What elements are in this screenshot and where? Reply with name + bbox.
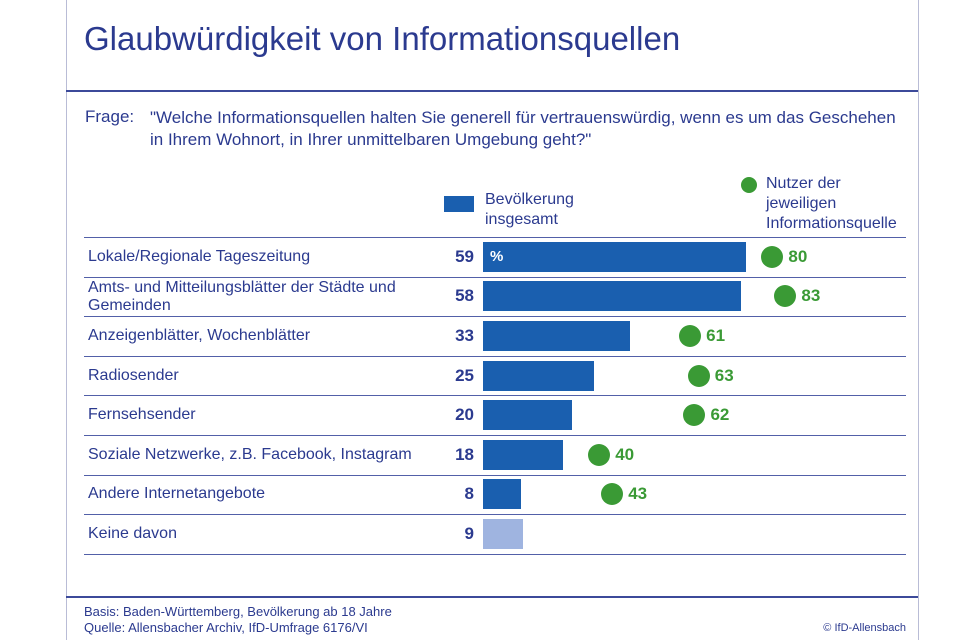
row-separator (84, 474, 906, 476)
percent-sign-label: % (490, 247, 504, 265)
total-bar (483, 479, 521, 510)
category-label: Amts- und Mitteilungsblätter der Städte … (88, 279, 396, 315)
category-label: Lokale/Regionale Tageszeitung (88, 247, 311, 265)
total-bar (483, 519, 524, 549)
row-separator (84, 553, 906, 555)
row-separator (84, 276, 906, 278)
category-label: Anzeigenblätter, Wochenblätter (88, 327, 311, 344)
users-dot (683, 404, 706, 427)
users-dot (601, 483, 624, 506)
footer-source: Quelle: Allensbacher Archiv, IfD-Umfrage… (84, 620, 368, 635)
row-separator (84, 514, 906, 516)
total-bar (483, 439, 564, 470)
legend-label-users: Nutzer der jeweiligen Informationsquelle (766, 175, 897, 232)
category-label: Radiosender (88, 366, 179, 384)
title-divider (66, 90, 918, 92)
category-label: Keine davon (88, 525, 177, 542)
category-label: Soziale Netzwerke, z.B. Facebook, Instag… (88, 445, 412, 463)
total-bar (483, 400, 572, 431)
users-dot (679, 325, 702, 347)
users-value-label: 40 (615, 444, 635, 464)
question-text: "Welche Informationsquellen halten Sie g… (150, 108, 896, 149)
users-value-label: 43 (628, 484, 648, 504)
total-value-label: 33 (455, 326, 474, 345)
legend-label-total: Bevölkerung insgesamt (485, 191, 574, 228)
total-value-label: 8 (464, 484, 474, 504)
users-dot (588, 443, 611, 466)
users-value-label: 83 (801, 286, 821, 306)
users-dot (774, 285, 797, 308)
row-separator (84, 316, 906, 318)
total-value-label: 59 (455, 246, 474, 266)
total-value-label: 9 (464, 524, 474, 543)
total-value-label: 58 (455, 286, 474, 306)
users-value-label: 61 (706, 326, 726, 345)
legend-swatch-users (741, 177, 757, 193)
total-bar (483, 360, 595, 391)
category-label: Fernsehsender (88, 406, 196, 424)
copyright-notice: © IfD-Allensbach (823, 622, 906, 634)
total-bar (483, 321, 630, 351)
footer-divider (66, 596, 918, 598)
frame-left-border (66, 0, 67, 640)
footer-basis: Basis: Baden-Württemberg, Bevölkerung ab… (84, 604, 392, 619)
row-separator (84, 237, 906, 238)
category-label: Andere Internetangebote (88, 485, 266, 503)
total-value-label: 18 (455, 444, 474, 464)
total-bar (483, 241, 746, 272)
total-bar (483, 281, 742, 312)
row-separator (84, 355, 906, 357)
users-value-label: 80 (788, 246, 808, 266)
total-value-label: 20 (455, 405, 474, 425)
total-value-label: 25 (455, 365, 474, 385)
users-value-label: 62 (710, 405, 730, 425)
users-dot (761, 245, 784, 268)
frame-right-border (918, 0, 919, 640)
row-separator (84, 435, 906, 436)
chart-title: Glaubwürdigkeit von Informationsquellen (84, 20, 681, 57)
users-dot (687, 364, 710, 387)
row-separator (84, 395, 906, 397)
legend-swatch-total (444, 196, 474, 212)
users-value-label: 63 (714, 365, 734, 385)
question-label: Frage: (85, 107, 135, 126)
